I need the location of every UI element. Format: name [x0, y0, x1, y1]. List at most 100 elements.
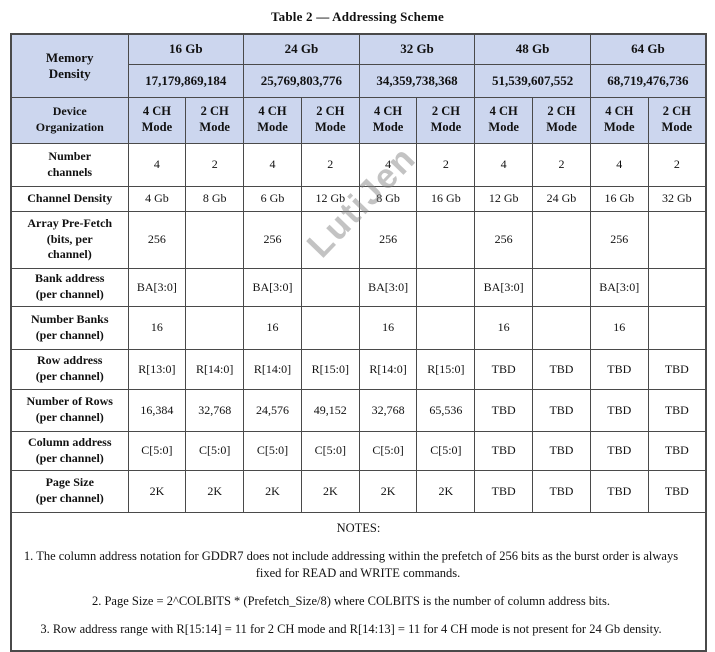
cell: 4 Gb — [127, 185, 187, 212]
cell: 16 — [474, 305, 534, 350]
cell — [185, 210, 245, 269]
table-row-bank-address: Bank address (per channel) BA[3:0] BA[3:… — [10, 267, 707, 307]
cell: TBD — [532, 348, 591, 390]
cell: 2 — [532, 142, 591, 187]
cell: 2K — [358, 469, 418, 513]
row-label: Page Size (per channel) — [10, 469, 129, 513]
cell: 256 — [589, 210, 649, 269]
cell: 16,384 — [127, 388, 187, 432]
cell — [416, 210, 476, 269]
cell: TBD — [647, 430, 707, 471]
cell: TBD — [647, 388, 707, 432]
cell: 12 Gb — [300, 185, 360, 212]
cell: 256 — [127, 210, 187, 269]
cell: TBD — [532, 430, 591, 471]
cell: R[13:0] — [127, 348, 187, 390]
cell: BA[3:0] — [127, 267, 187, 307]
cell: 2K — [185, 469, 245, 513]
cell: 4 — [127, 142, 187, 187]
cell: 4 — [358, 142, 418, 187]
mode-header: 4 CH Mode — [589, 96, 649, 144]
table-row-number-channels: Number channels 4 2 4 2 4 2 4 2 4 2 — [10, 142, 707, 187]
cell — [300, 210, 360, 269]
mode-header: 2 CH Mode — [647, 96, 707, 144]
addressing-scheme-table: Memory Density 16 Gb 24 Gb 32 Gb 48 Gb 6… — [10, 33, 707, 652]
cell: R[14:0] — [243, 348, 302, 390]
density-24gb-bits: 25,769,803,776 — [243, 63, 360, 98]
cell: 12 Gb — [474, 185, 534, 212]
density-gb-row: Memory Density 16 Gb 24 Gb 32 Gb 48 Gb 6… — [10, 33, 707, 98]
cell: BA[3:0] — [589, 267, 649, 307]
cell: 2 — [300, 142, 360, 187]
density-64gb-bits: 68,719,476,736 — [589, 63, 707, 98]
cell — [416, 267, 476, 307]
cell — [185, 267, 245, 307]
cell: 16 — [127, 305, 187, 350]
cell: TBD — [474, 388, 534, 432]
cell: C[5:0] — [243, 430, 302, 471]
row-label: Array Pre-Fetch (bits, per channel) — [10, 210, 129, 269]
cell: R[15:0] — [300, 348, 360, 390]
cell — [647, 210, 707, 269]
cell: 16 — [243, 305, 302, 350]
mode-header: 4 CH Mode — [127, 96, 187, 144]
table-row-channel-density: Channel Density 4 Gb 8 Gb 6 Gb 12 Gb 8 G… — [10, 185, 707, 212]
cell: 2 — [647, 142, 707, 187]
row-label: Column address (per channel) — [10, 430, 129, 471]
density-bits-row: 17,179,869,184 25,769,803,776 34,359,738… — [11, 63, 707, 98]
cell: R[14:0] — [185, 348, 245, 390]
cell: 4 — [474, 142, 534, 187]
mode-header: 2 CH Mode — [416, 96, 476, 144]
mode-header: 2 CH Mode — [532, 96, 591, 144]
cell: TBD — [532, 469, 591, 513]
row-label: Number of Rows (per channel) — [10, 388, 129, 432]
table-row-page-size: Page Size (per channel) 2K 2K 2K 2K 2K 2… — [10, 469, 707, 513]
cell: 24 Gb — [532, 185, 591, 212]
cell: 8 Gb — [185, 185, 245, 212]
cell: TBD — [474, 348, 534, 390]
cell: 32 Gb — [647, 185, 707, 212]
device-organization-header: Device Organization — [10, 96, 129, 144]
cell: 2 — [416, 142, 476, 187]
cell: TBD — [532, 388, 591, 432]
cell: 256 — [358, 210, 418, 269]
cell: 2K — [416, 469, 476, 513]
table-row-number-banks: Number Banks (per channel) 16 16 16 16 1… — [10, 305, 707, 350]
cell: 65,536 — [416, 388, 476, 432]
density-16gb: 16 Gb — [127, 33, 245, 65]
cell: TBD — [647, 348, 707, 390]
cell: R[15:0] — [416, 348, 476, 390]
row-label: Bank address (per channel) — [10, 267, 129, 307]
cell: 256 — [243, 210, 302, 269]
density-64gb: 64 Gb — [589, 33, 707, 65]
notes-heading: NOTES: — [336, 520, 381, 535]
cell — [532, 210, 591, 269]
cell — [300, 267, 360, 307]
density-48gb-bits: 51,539,607,552 — [474, 63, 591, 98]
cell: C[5:0] — [358, 430, 418, 471]
cell — [532, 267, 591, 307]
cell: 32,768 — [185, 388, 245, 432]
cell: 4 — [243, 142, 302, 187]
device-organization-row: Device Organization 4 CH Mode 2 CH Mode … — [10, 96, 707, 144]
cell: C[5:0] — [300, 430, 360, 471]
row-label: Number Banks (per channel) — [10, 305, 129, 350]
note-item-3: 3. Row address range with R[15:14] = 11 … — [40, 622, 662, 636]
table-row-row-address: Row address (per channel) R[13:0] R[14:0… — [10, 348, 707, 390]
cell: 16 Gb — [589, 185, 649, 212]
row-label: Channel Density — [10, 185, 129, 212]
cell: R[14:0] — [358, 348, 418, 390]
cell: TBD — [474, 469, 534, 513]
cell: 8 Gb — [358, 185, 418, 212]
cell — [185, 305, 245, 350]
cell: 24,576 — [243, 388, 302, 432]
table-row-column-address: Column address (per channel) C[5:0] C[5:… — [10, 430, 707, 471]
cell: 2K — [127, 469, 187, 513]
cell — [416, 305, 476, 350]
mode-header: 4 CH Mode — [358, 96, 418, 144]
density-32gb: 32 Gb — [358, 33, 476, 65]
memory-density-header: Memory Density — [10, 33, 129, 98]
mode-header: 2 CH Mode — [185, 96, 245, 144]
notes-row: NOTES: 1. The column address notation fo… — [10, 511, 707, 652]
cell: 2K — [300, 469, 360, 513]
